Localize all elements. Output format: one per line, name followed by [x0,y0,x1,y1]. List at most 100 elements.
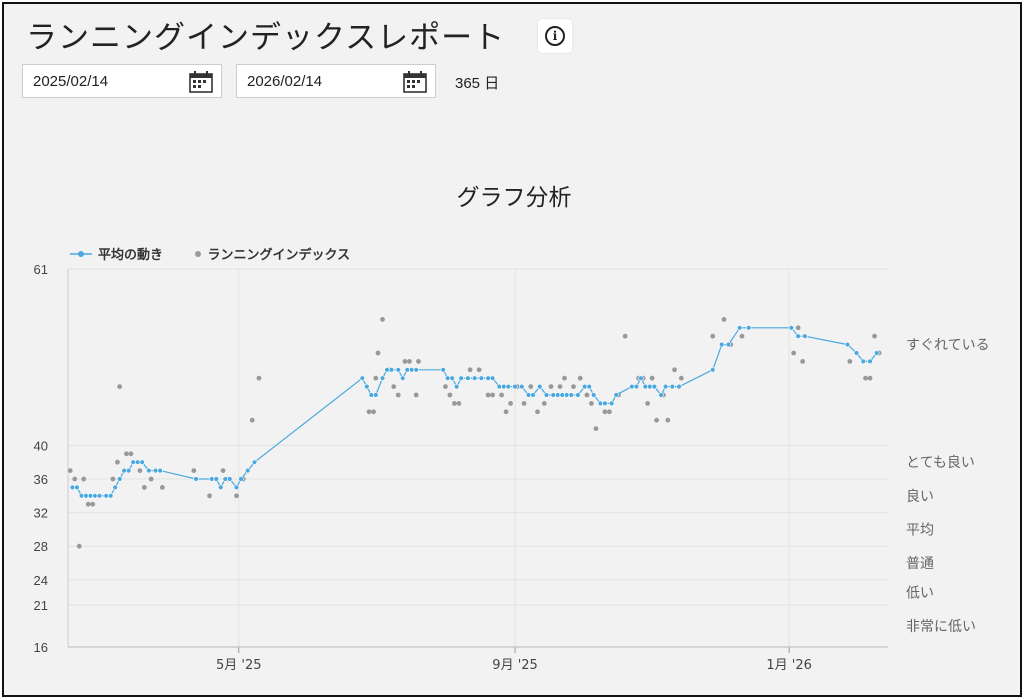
running-index-point [800,359,806,364]
running-index-point [110,476,116,482]
moving-average-point [379,375,386,381]
moving-average-point [867,358,873,365]
moving-average-point [413,367,419,373]
running-index-point [81,476,87,482]
running-index-point [373,375,379,381]
running-index-point [124,451,129,457]
moving-average-point [597,400,604,407]
moving-average-point [373,392,379,398]
chart-canvas: 16 21 24 28 32 36 40 61 5月 '25 9月 '25 1月 '26 すぐれている… [34,262,990,673]
running-index-point [85,501,91,507]
calendar-icon[interactable] [403,71,427,93]
chart-title: グラフ分析 [456,185,572,211]
moving-average-point [112,484,118,491]
moving-average-point [107,493,114,499]
y-tick-label: 36 [34,472,48,487]
category-band-label: とても良い [906,455,975,471]
running-index-point [593,426,599,431]
moving-average-point [530,392,536,398]
moving-average-point [103,493,109,499]
legend-item-moving-average[interactable]: 平均の動き [70,244,163,263]
running-index-point [485,392,491,398]
running-index-point [791,350,797,356]
end-date-value: 2026/02/14 [247,73,323,90]
running-index-point [456,401,462,406]
moving-average-point [238,476,244,482]
moving-average-point [359,375,366,381]
moving-average-point [69,484,76,491]
moving-average-point [633,383,640,390]
running-index-point [622,333,628,339]
running-index-point [562,375,567,381]
moving-average-point [844,341,851,348]
end-date-field[interactable]: 2026/02/14 [236,64,436,98]
running-index-point [207,493,212,499]
moving-average-point [559,392,565,398]
moving-average-point [78,493,85,499]
running-index-point [654,417,660,423]
running-index-point [413,392,419,398]
running-index-point [548,384,554,389]
line-dot-icon [70,250,92,257]
moving-average-point [368,392,374,398]
moving-average-point [453,383,460,390]
moving-average-point [465,375,471,381]
y-tick-label: 16 [34,640,48,655]
moving-average-point [629,383,635,390]
start-date-field[interactable]: 2025/02/14 [22,64,222,98]
moving-average-point [746,325,752,331]
moving-average-point [613,392,619,398]
info-button[interactable]: i [538,19,572,53]
legend-item-running-index[interactable]: ランニングインデックス [194,244,350,263]
x-tick-label: 9月 '25 [492,658,538,673]
x-tick-label: 5月 '25 [216,658,262,673]
dot-icon [194,250,201,257]
running-index-point [528,384,534,389]
moving-average-point [139,459,145,465]
running-index-point [407,359,412,364]
moving-average-point [152,467,159,474]
running-index-point [443,384,448,389]
moving-average-point [157,467,163,474]
running-index-point [90,501,96,507]
moving-average-point [471,375,478,381]
moving-average-point [440,367,446,373]
start-date-value: 2025/02/14 [33,73,109,90]
running-index-point [141,485,147,490]
running-index-point [366,409,372,415]
moving-average-point [638,375,644,381]
moving-average-point [96,493,103,499]
running-index-point [395,392,401,398]
moving-average-point [193,476,199,482]
moving-average-point [125,467,132,474]
running-index-point [380,317,385,322]
running-index-point [137,468,143,473]
running-index-point [490,392,496,398]
moving-average-point [409,367,415,373]
running-index-point [256,375,262,381]
calendar-icon[interactable] [189,71,213,93]
running-index-point [739,333,745,339]
running-index-point [467,367,473,373]
moving-average-point [74,484,80,491]
running-index-point [402,359,408,364]
running-index-point [571,384,576,389]
moving-average-point [209,476,215,482]
running-index-point [672,367,677,373]
running-index-point [249,417,255,423]
moving-average-point [227,476,233,482]
y-tick-label: 40 [34,438,48,453]
moving-average-point [651,383,658,390]
moving-average-point [608,400,615,407]
moving-average-point [537,383,543,390]
moving-average-point [245,467,251,474]
running-index-point [148,476,154,482]
running-index-point [847,359,853,364]
moving-average-point [400,375,406,381]
moving-average-point [404,367,410,373]
category-band-label: 普通 [906,556,934,572]
legend-label: 平均の動き [98,248,164,263]
running-index-point [499,392,504,398]
moving-average-point [444,375,451,381]
